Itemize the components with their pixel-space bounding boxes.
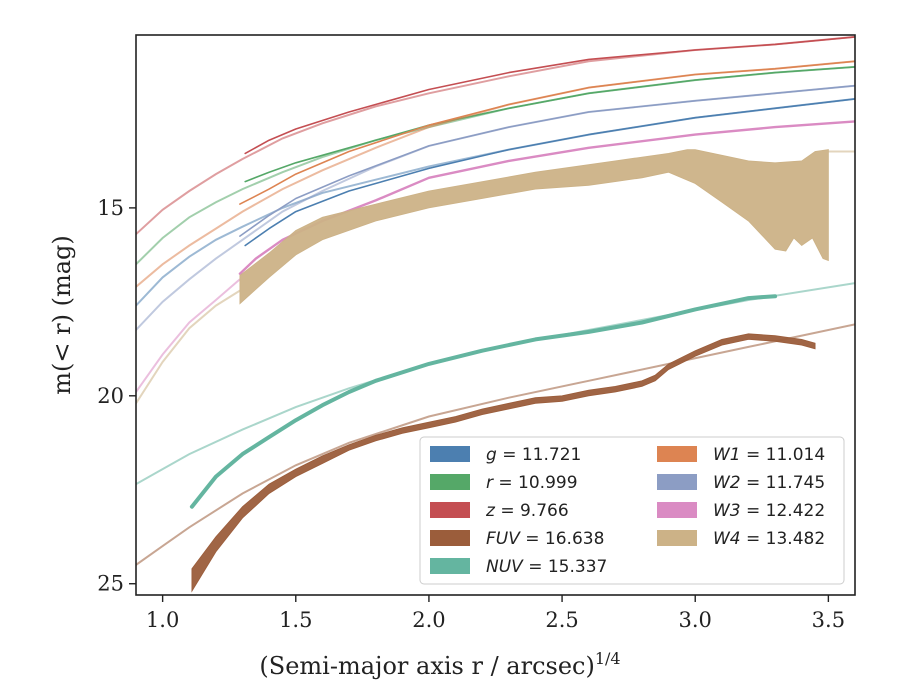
legend-label-w3: W3 = 12.422 (713, 501, 825, 521)
legend-value-z: = 9.766 (495, 501, 569, 521)
y-tick-label: 20 (97, 384, 124, 408)
w4-profile-band (239, 149, 829, 305)
legend-label-g: g = 11.721 (486, 445, 581, 465)
x-tick-label: 2.0 (412, 608, 445, 632)
legend-name-nuv: NUV (486, 557, 524, 577)
legend-swatch-r (430, 474, 470, 490)
x-axis-label: (Semi-major axis r / arcsec)1/4 (259, 649, 620, 680)
w2-profile-line (239, 84, 855, 237)
legend-label-nuv: NUV = 15.337 (486, 557, 607, 577)
legend-swatch-fuv (430, 530, 470, 546)
y-axis-label: m(< r) (mag) (48, 235, 76, 394)
legend-label-r: r = 10.999 (486, 473, 578, 493)
legend-value-w3: = 12.422 (741, 501, 826, 521)
legend-value-w1: = 11.014 (741, 445, 826, 465)
legend-name-w1: W1 (713, 445, 741, 465)
nuv-profile-line (189, 294, 778, 509)
legend-label-w2: W2 = 11.745 (713, 473, 825, 493)
legend-label-fuv: FUV = 16.638 (486, 529, 604, 549)
legend-value-g: = 11.721 (497, 445, 582, 465)
x-tick-label: 3.5 (812, 608, 845, 632)
legend-name-fuv: FUV (486, 529, 521, 549)
legend-swatch-nuv (430, 558, 470, 574)
legend-swatch-w4 (657, 530, 697, 546)
legend-swatch-z (430, 502, 470, 518)
legend-value-r: = 10.999 (493, 473, 578, 493)
legend-box (419, 436, 845, 585)
x-tick-label: 3.0 (679, 608, 712, 632)
legend-value-w4: = 13.482 (741, 529, 826, 549)
y-tick-label: 15 (97, 196, 124, 220)
axis-ticks: 1.0 1.5 2.0 2.5 3.0 3.5 15 20 25 (97, 196, 845, 632)
legend-value-nuv: = 15.337 (523, 557, 608, 577)
legend-value-fuv: = 16.638 (520, 529, 605, 549)
legend-name-w4: W4 (713, 529, 741, 549)
g-profile-line (244, 98, 855, 247)
w3-profile-line (238, 120, 855, 275)
legend-swatch-w1 (657, 446, 697, 462)
legend-name-g: g (486, 445, 497, 465)
x-axis-label-power: 1/4 (595, 649, 621, 668)
legend-swatch-g (430, 446, 470, 462)
w1-profile-line (239, 60, 855, 205)
z-profile-line (244, 36, 855, 155)
legend-name-w2: W2 (713, 473, 741, 493)
legend-name-z: z (485, 501, 496, 521)
legend-label-w1: W1 = 11.014 (713, 445, 825, 465)
x-axis-label-text: (Semi-major axis r / arcsec) (259, 652, 594, 680)
x-tick-label: 2.5 (545, 608, 578, 632)
legend-name-w3: W3 (713, 501, 741, 521)
legend-label-z: z = 9.766 (485, 501, 569, 521)
legend-swatch-w3 (657, 502, 697, 518)
legend-label-w4: W4 = 13.482 (713, 529, 825, 549)
y-tick-label: 25 (97, 572, 124, 596)
legend-swatch-w2 (657, 474, 697, 490)
x-tick-label: 1.5 (279, 608, 312, 632)
legend-name-r: r (486, 473, 494, 493)
plot-area (136, 35, 855, 593)
axes-frame (135, 34, 856, 596)
x-tick-label: 1.0 (146, 608, 179, 632)
fuv-profile-band (191, 333, 816, 593)
legend-value-w2: = 11.745 (741, 473, 826, 493)
w3-fit-line (136, 278, 241, 393)
w4-fit-line (136, 289, 241, 404)
